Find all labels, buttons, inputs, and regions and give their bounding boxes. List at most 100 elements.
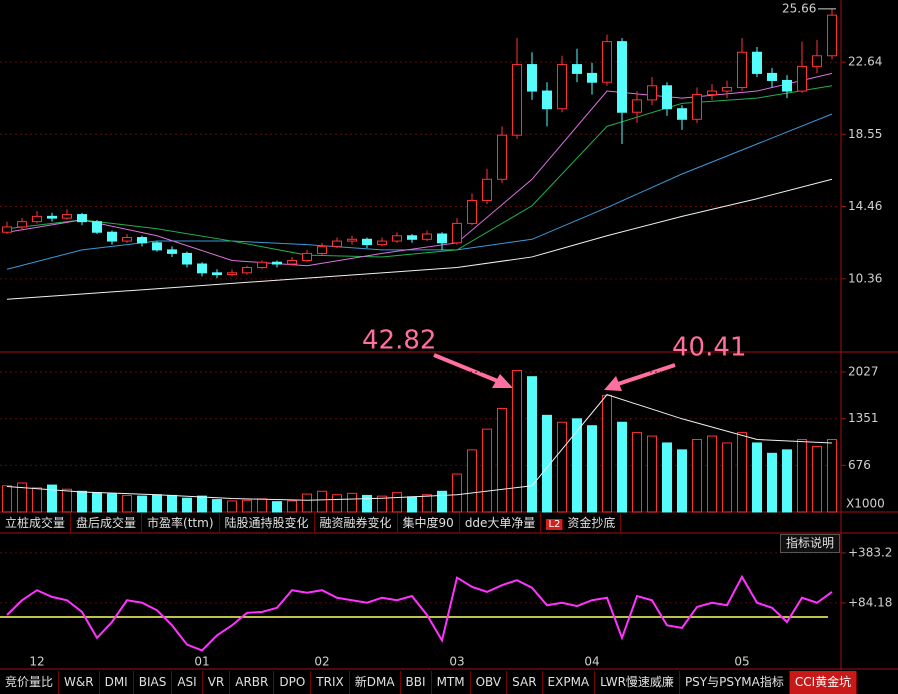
bottom-tab[interactable]: MTM: [432, 671, 471, 694]
candle-body: [587, 72, 597, 83]
x-tick-label: 03: [449, 655, 464, 669]
volume-bar: [602, 394, 612, 513]
candle-body: [92, 221, 102, 233]
candle-body: [62, 214, 72, 219]
indicator-tab[interactable]: 盘后成交量: [71, 513, 143, 533]
annotation: 40.41: [672, 333, 746, 363]
volume-bar: [392, 492, 402, 513]
candle-body: [122, 237, 132, 242]
volume-bar: [287, 500, 297, 513]
bottom-tab[interactable]: TRIX: [311, 671, 350, 694]
bottom-tab[interactable]: BBI: [401, 671, 432, 694]
cci-line: [6, 574, 833, 652]
volume-bar: [302, 493, 312, 513]
candle-body: [452, 222, 462, 244]
moving-average: [6, 113, 833, 270]
candle-body: [782, 79, 792, 92]
volume-bar: [482, 428, 492, 513]
bottom-tab[interactable]: PSY与PSYMA指标: [680, 671, 790, 694]
volume-bar: [47, 484, 57, 513]
indicator-tab[interactable]: 陆股通持股变化: [220, 513, 315, 533]
volume-bar: [227, 500, 237, 513]
moving-average: [6, 72, 833, 267]
volume-bar: [152, 494, 162, 513]
volume-bar: [32, 487, 42, 513]
candle-body: [662, 85, 672, 110]
tab-label: 陆股通持股变化: [224, 516, 309, 530]
volume-bar: [827, 439, 837, 513]
annotation-arrowhead: [492, 374, 513, 388]
volume-bar: [92, 492, 102, 513]
y-tick-label: 1351: [848, 411, 879, 425]
volume-bar: [752, 442, 762, 513]
bottom-tab[interactable]: 竞价量比: [0, 671, 60, 694]
bottom-tab[interactable]: BIAS: [134, 671, 173, 694]
volume-bar: [527, 376, 537, 513]
volume-bar: [107, 493, 117, 513]
volume-bar: [62, 488, 72, 513]
candle-body: [212, 272, 222, 276]
volume-bar: [197, 495, 207, 513]
bottom-tab[interactable]: VR: [203, 671, 231, 694]
volume-bar: [272, 501, 282, 513]
annotation-arrowhead: [604, 376, 622, 391]
annotation: 42.82: [362, 326, 436, 356]
candle-body: [407, 235, 417, 240]
indicator-tab[interactable]: 立桩成交量: [0, 513, 72, 533]
bottom-tab[interactable]: DPO: [274, 671, 312, 694]
explain-button[interactable]: 指标说明: [780, 534, 840, 553]
volume-bar: [77, 490, 87, 513]
candle-body: [707, 90, 717, 96]
volume-bar: [767, 452, 777, 513]
bottom-tab[interactable]: CCI黄金坑: [789, 671, 858, 694]
y-tick-label: 22.64: [848, 55, 882, 69]
moving-average: [6, 394, 833, 501]
volume-bar: [812, 445, 822, 513]
candle-body: [107, 231, 117, 242]
unit-label: X1000: [846, 497, 885, 511]
bottom-tab[interactable]: ARBR: [230, 671, 275, 694]
candle-body: [752, 51, 762, 74]
x-tick-label: 05: [734, 655, 749, 669]
indicator-tab[interactable]: dde大单净量: [460, 513, 542, 533]
bottom-tab[interactable]: 新DMA: [350, 671, 401, 694]
volume-bar: [242, 499, 252, 513]
candle-body: [527, 64, 537, 92]
moving-average: [6, 85, 833, 258]
bottom-tab[interactable]: EXPMA: [543, 671, 596, 694]
candle-body: [167, 249, 177, 254]
tab-label: 市盈率(ttm): [147, 516, 214, 530]
tab-label: 立桩成交量: [5, 516, 66, 530]
candle-body: [32, 215, 42, 223]
volume-bar: [452, 473, 462, 513]
indicator-tab[interactable]: 融资融券变化: [315, 513, 398, 533]
tab-label: 资金抄底: [567, 516, 616, 530]
bottom-tab[interactable]: W&R: [59, 671, 100, 694]
x-tick-label: 04: [584, 655, 599, 669]
y-tick-label: 10.36: [848, 271, 882, 285]
bottom-tabs: 竞价量比 W&R DMI BIAS ASI VR ARBR DPO TRIX 新DMA BBI MTM…: [0, 671, 898, 694]
candle-body: [437, 233, 447, 244]
volume-bar: [722, 442, 732, 513]
bottom-tab[interactable]: ASI: [172, 671, 203, 694]
volume-bar: [617, 421, 627, 513]
volume-bar: [377, 495, 387, 513]
volume-bar: [167, 494, 177, 513]
candle-body: [632, 99, 642, 113]
bottom-tab[interactable]: OBV: [471, 671, 508, 694]
bottom-tab[interactable]: SAR: [507, 671, 543, 694]
candle-body: [242, 267, 252, 274]
bottom-tab[interactable]: DMI: [100, 671, 134, 694]
volume-bar: [587, 425, 597, 513]
volume-bar: [707, 435, 717, 513]
bottom-tab[interactable]: LWR慢速威廉: [595, 671, 680, 694]
candle-body: [812, 55, 822, 67]
candle-body: [317, 245, 327, 254]
candle-body: [557, 64, 567, 110]
candle-body: [737, 51, 747, 89]
candle-body: [137, 237, 147, 244]
volume-bar: [347, 492, 357, 513]
indicator-tab[interactable]: 集中度90: [398, 513, 460, 533]
indicator-tab[interactable]: L2 资金抄底: [541, 513, 622, 533]
indicator-tab[interactable]: 市盈率(ttm): [142, 513, 220, 533]
